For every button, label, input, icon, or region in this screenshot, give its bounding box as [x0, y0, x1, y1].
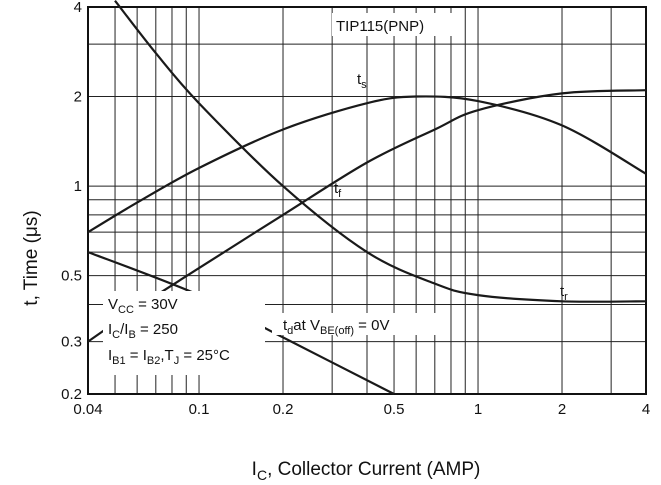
x-tick-label: 2: [558, 401, 566, 418]
condition-ib-tj: IB1 = IB2,TJ = 25°C: [108, 347, 230, 367]
label-tr: tr: [560, 283, 568, 303]
label-ts: ts: [357, 71, 367, 91]
x-tick-label: 0.04: [73, 401, 102, 418]
y-tick-label: 2: [74, 89, 82, 106]
y-tick-label: 4: [74, 0, 82, 16]
series-line-tr: [114, 0, 647, 303]
x-tick-label: 1: [474, 401, 482, 418]
annotation-part-box: TIP115(PNP): [332, 13, 452, 36]
plot-frame: [87, 6, 647, 395]
label-td: tdat VBE(off) = 0V: [272, 313, 444, 337]
x-tick-label: 0.1: [189, 401, 210, 418]
annotation-part: TIP115(PNP): [336, 18, 424, 35]
y-axis-title: t, Time (μs): [21, 210, 42, 305]
condition-vcc: VCC = 30V: [108, 296, 178, 316]
y-tick-label: 0.3: [61, 334, 82, 351]
condition-ic-ib: IC/IB = 250: [108, 321, 178, 341]
x-tick-label: 0.2: [273, 401, 294, 418]
x-tick-label: 4: [642, 401, 650, 418]
y-tick-label: 0.2: [61, 386, 82, 403]
y-tick-label: 0.5: [61, 268, 82, 285]
svg-text:tdat VBE(off) = 0V: tdat VBE(off) = 0V: [283, 317, 389, 337]
y-tick-label: 1: [74, 178, 82, 195]
tick-labels: 0.04 0.1 0.2 0.5 1 2 4 0.2 0.3 0.5 1 2 4: [61, 0, 650, 418]
x-tick-label: 0.5: [384, 401, 405, 418]
series-line-ts: [87, 95, 647, 234]
conditions-box: VCC = 30V IC/IB = 250 IB1 = IB2,TJ = 25°…: [103, 291, 265, 375]
label-tf: tf: [334, 180, 342, 200]
x-axis-title: IC, Collector Current (AMP): [252, 459, 481, 483]
